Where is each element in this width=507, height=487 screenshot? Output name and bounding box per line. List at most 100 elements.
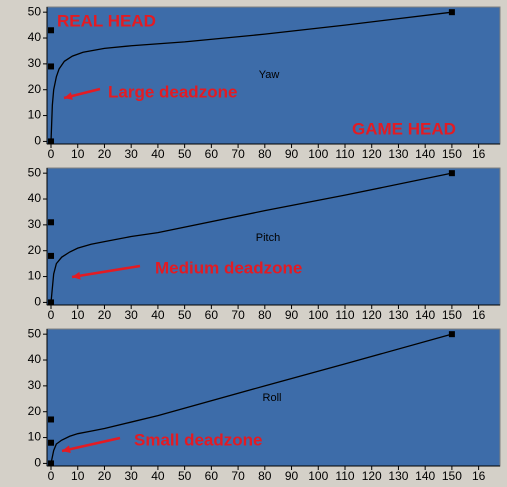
annotation: GAME HEAD — [352, 119, 456, 138]
x-tick-label: 120 — [362, 147, 382, 161]
annotation: REAL HEAD — [57, 11, 156, 30]
x-tick-label: 30 — [125, 308, 139, 322]
x-tick-label: 130 — [388, 308, 408, 322]
y-tick-label: 10 — [28, 108, 42, 122]
control-point — [448, 9, 455, 16]
x-tick-label: 50 — [178, 469, 192, 483]
y-tick-label: 0 — [34, 456, 41, 470]
y-tick-label: 0 — [34, 295, 41, 309]
y-tick-label: 30 — [28, 217, 42, 231]
curve — [50, 11, 452, 142]
arrow-shaft — [71, 264, 141, 279]
x-tick-label: 10 — [71, 308, 85, 322]
x-tick-label: 16 — [472, 147, 486, 161]
y-tick-label: 50 — [28, 326, 42, 340]
y-tick-label: 40 — [28, 30, 42, 44]
plot-area — [46, 6, 501, 145]
x-tick-label: 0 — [48, 147, 55, 161]
x-tick-label: 10 — [71, 469, 85, 483]
control-point — [48, 63, 55, 70]
x-tick-label: 90 — [285, 469, 299, 483]
curve — [50, 333, 453, 464]
x-tick-label: 110 — [335, 147, 354, 161]
x-tick-label: 110 — [335, 308, 354, 322]
curve — [50, 172, 453, 303]
x-tick-label: 20 — [98, 469, 112, 483]
x-tick-label: 140 — [415, 308, 435, 322]
x-tick-label: 110 — [335, 469, 354, 483]
control-point — [48, 460, 55, 467]
x-tick-label: 30 — [125, 147, 139, 161]
x-tick-label: 70 — [231, 469, 245, 483]
control-point — [48, 252, 55, 259]
y-tick-label: 10 — [28, 269, 42, 283]
x-tick-label: 40 — [151, 469, 165, 483]
y-tick-label: 20 — [28, 404, 42, 418]
x-tick-label: 80 — [258, 469, 272, 483]
y-tick-label: 50 — [28, 4, 42, 18]
x-tick-label: 50 — [178, 308, 192, 322]
x-tick-label: 50 — [178, 147, 192, 161]
x-tick-label: 0 — [48, 308, 55, 322]
annotation: Large deadzone — [108, 82, 237, 101]
x-tick-label: 40 — [151, 308, 165, 322]
x-tick-label: 150 — [442, 308, 462, 322]
x-tick-label: 70 — [231, 147, 245, 161]
y-tick-label: 50 — [28, 165, 42, 179]
x-tick-label: 100 — [308, 308, 328, 322]
control-point — [448, 331, 455, 338]
x-tick-label: 40 — [151, 147, 165, 161]
x-tick-label: 90 — [285, 147, 299, 161]
y-tick-label: 0 — [34, 134, 41, 148]
x-tick-label: 100 — [308, 469, 328, 483]
x-tick-label: 130 — [388, 147, 408, 161]
y-tick-label: 30 — [28, 378, 42, 392]
x-tick-label: 16 — [472, 469, 486, 483]
plot-area — [46, 167, 501, 306]
x-tick-label: 130 — [388, 469, 408, 483]
axis-name: Roll — [263, 392, 282, 404]
x-tick-label: 150 — [442, 147, 462, 161]
annotation: Medium deadzone — [155, 258, 302, 277]
plot-area — [46, 328, 501, 467]
x-tick-label: 100 — [308, 147, 328, 161]
y-tick-label: 40 — [28, 191, 42, 205]
y-tick-label: 40 — [28, 352, 42, 366]
arrow-head — [62, 445, 71, 454]
x-tick-label: 10 — [71, 147, 85, 161]
x-tick-label: 30 — [125, 469, 139, 483]
x-tick-label: 70 — [231, 308, 245, 322]
control-point — [48, 138, 55, 145]
control-point — [448, 170, 455, 177]
arrow-shaft — [61, 436, 121, 453]
control-point — [48, 439, 55, 446]
axis-name: Pitch — [256, 232, 280, 244]
x-tick-label: 90 — [285, 308, 299, 322]
y-tick-label: 20 — [28, 82, 42, 96]
control-point — [48, 219, 55, 226]
arrow-head — [64, 92, 73, 100]
x-tick-label: 120 — [362, 469, 382, 483]
control-point — [48, 299, 55, 306]
y-tick-label: 10 — [28, 430, 42, 444]
x-tick-label: 80 — [258, 308, 272, 322]
control-point — [48, 416, 55, 423]
control-point — [48, 27, 55, 34]
annotation: Small deadzone — [134, 430, 262, 449]
x-tick-label: 60 — [205, 308, 219, 322]
y-tick-label: 20 — [28, 243, 42, 257]
x-tick-label: 60 — [205, 147, 219, 161]
x-tick-label: 16 — [472, 308, 486, 322]
x-tick-label: 80 — [258, 147, 272, 161]
x-tick-label: 150 — [442, 469, 462, 483]
x-tick-label: 0 — [48, 469, 55, 483]
x-tick-label: 140 — [415, 147, 435, 161]
x-tick-label: 120 — [362, 308, 382, 322]
y-tick-label: 30 — [28, 56, 42, 70]
axis-name: Yaw — [259, 69, 280, 81]
x-tick-label: 60 — [205, 469, 219, 483]
arrow-head — [72, 271, 81, 280]
x-tick-label: 20 — [98, 147, 112, 161]
x-tick-label: 140 — [415, 469, 435, 483]
